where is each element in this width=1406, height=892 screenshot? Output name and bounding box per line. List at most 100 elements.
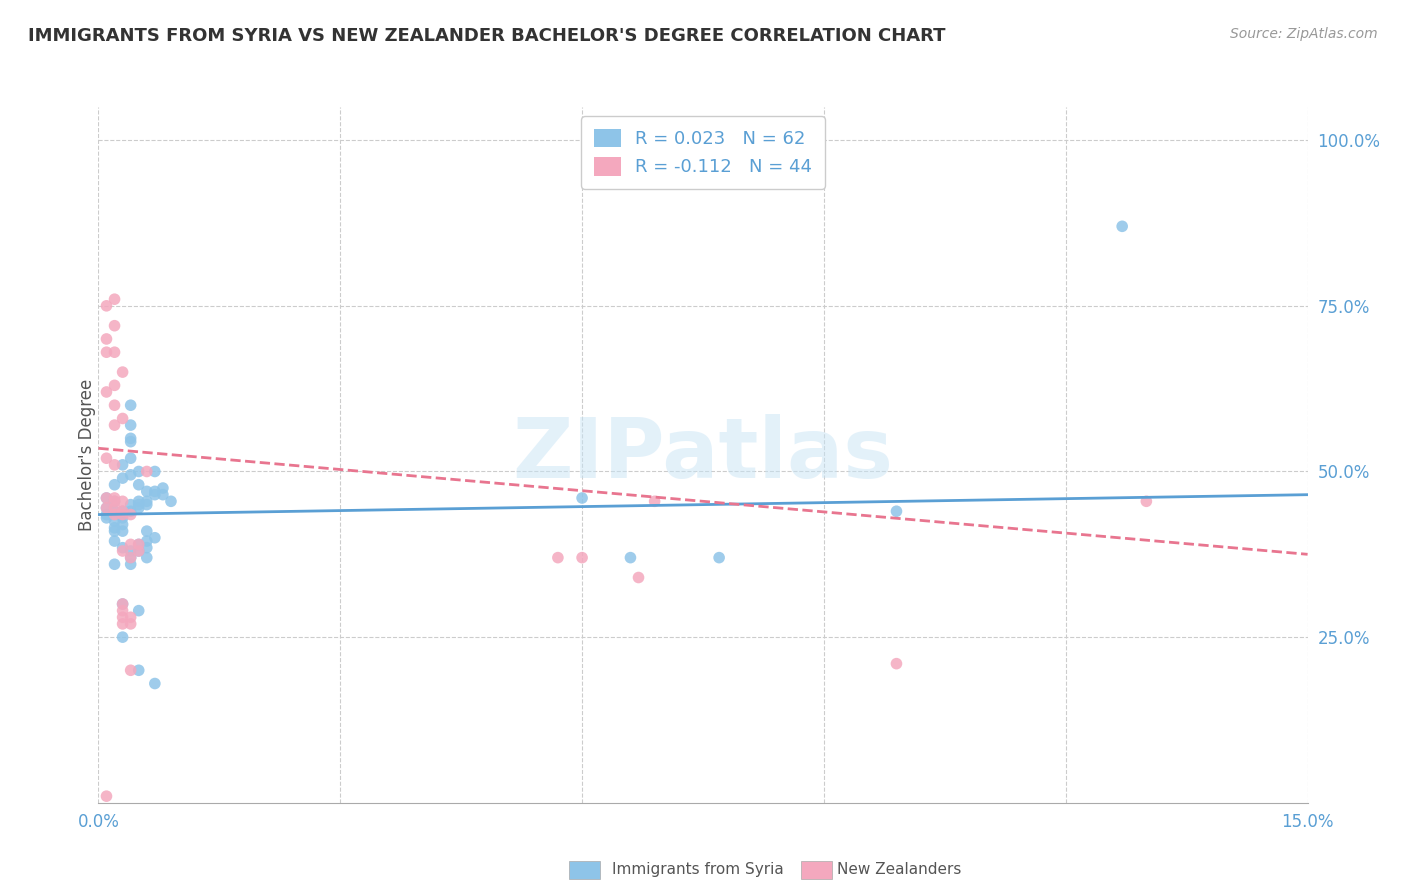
Point [96,451,118,466]
Point [96,491,118,505]
Point [103,318,125,333]
Text: New Zealanders: New Zealanders [837,863,960,877]
Point [111,458,134,472]
Point [135,498,157,512]
Point [120,434,142,449]
Point [120,451,142,466]
Point [103,558,125,572]
Point [143,531,166,545]
Point [111,517,134,532]
Point [96,789,118,804]
Point [619,550,641,565]
Point [103,398,125,412]
Point [111,544,134,558]
Point [103,524,125,538]
Point [103,345,125,359]
Point [128,663,150,677]
Text: Source: ZipAtlas.com: Source: ZipAtlas.com [1230,27,1378,41]
Point [111,508,134,522]
Point [103,504,125,518]
Point [120,498,142,512]
Point [128,465,150,479]
Point [111,508,134,522]
Point [103,378,125,392]
Point [103,500,125,515]
Point [135,550,157,565]
Point [128,544,150,558]
Point [111,365,134,379]
Point [111,471,134,485]
Point [143,465,166,479]
Point [143,484,166,499]
Point [103,491,125,505]
Point [152,488,174,502]
Point [120,537,142,551]
Point [707,550,730,565]
Point [120,508,142,522]
Point [1111,219,1133,234]
Point [120,663,142,677]
Text: IMMIGRANTS FROM SYRIA VS NEW ZEALANDER BACHELOR'S DEGREE CORRELATION CHART: IMMIGRANTS FROM SYRIA VS NEW ZEALANDER B… [28,27,946,45]
Point [111,494,134,508]
Point [120,616,142,631]
Point [120,544,142,558]
Point [111,504,134,518]
Point [120,398,142,412]
Point [103,292,125,306]
Point [120,550,142,565]
Point [103,494,125,508]
Point [111,630,134,644]
Point [128,500,150,515]
Point [135,524,157,538]
Point [135,484,157,499]
Point [103,521,125,535]
Point [111,610,134,624]
Point [128,537,150,551]
Point [627,570,650,584]
Point [111,511,134,525]
Point [120,418,142,433]
Point [96,508,118,522]
Point [120,431,142,445]
Point [644,494,666,508]
Point [120,610,142,624]
Legend: R = 0.023   N = 62, R = -0.112   N = 44: R = 0.023 N = 62, R = -0.112 N = 44 [581,116,825,189]
Point [96,500,118,515]
Point [571,491,593,505]
Point [128,544,150,558]
Point [111,597,134,611]
Point [103,458,125,472]
Point [96,500,118,515]
Point [111,604,134,618]
Point [120,467,142,482]
Point [96,299,118,313]
Point [111,504,134,518]
Point [135,465,157,479]
Text: Immigrants from Syria: Immigrants from Syria [612,863,783,877]
Point [96,511,118,525]
Point [96,332,118,346]
Point [135,494,157,508]
Point [120,504,142,518]
Point [886,657,908,671]
Point [135,541,157,555]
Point [111,541,134,555]
Point [103,514,125,528]
Point [128,537,150,551]
Point [103,477,125,491]
Point [571,550,593,565]
Point [103,494,125,508]
Text: ZIPatlas: ZIPatlas [513,415,893,495]
Point [111,616,134,631]
Point [111,524,134,538]
Point [143,488,166,502]
Point [128,604,150,618]
Point [96,384,118,399]
Point [128,494,150,508]
Point [111,411,134,425]
Point [96,491,118,505]
Point [103,508,125,522]
Point [128,477,150,491]
Point [152,481,174,495]
Point [103,534,125,549]
